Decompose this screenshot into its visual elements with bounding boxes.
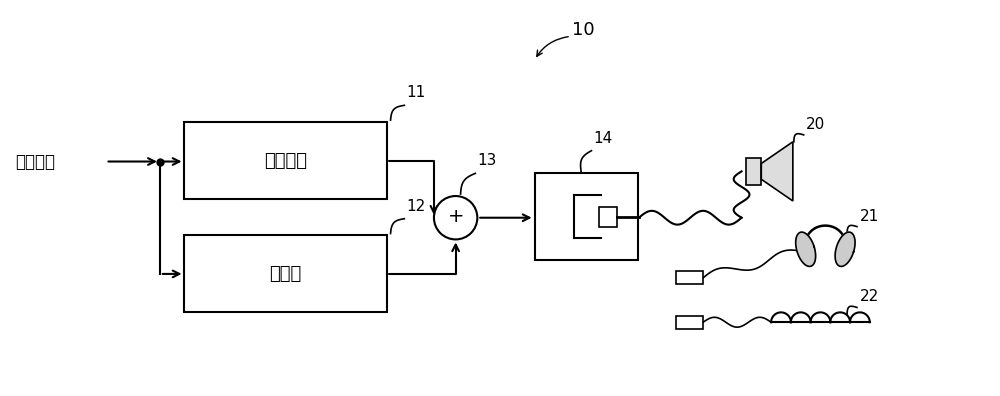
- Bar: [676, 316, 703, 329]
- Text: 11: 11: [406, 86, 426, 101]
- Bar: [184, 236, 387, 312]
- Bar: [676, 271, 703, 284]
- Polygon shape: [796, 232, 816, 267]
- Text: 13: 13: [477, 153, 497, 168]
- Polygon shape: [761, 142, 793, 201]
- Text: 22: 22: [860, 289, 879, 305]
- Polygon shape: [835, 232, 855, 267]
- Text: +: +: [447, 207, 464, 226]
- Bar: [599, 207, 617, 227]
- Text: 12: 12: [406, 199, 426, 214]
- Text: 调制部: 调制部: [269, 265, 302, 283]
- Text: 过采样部: 过采样部: [264, 152, 307, 169]
- Text: 10: 10: [572, 21, 595, 39]
- Text: 20: 20: [806, 117, 825, 132]
- Bar: [535, 173, 638, 260]
- Circle shape: [434, 196, 477, 240]
- Bar: [184, 122, 387, 199]
- Text: 14: 14: [593, 131, 613, 146]
- Text: 21: 21: [860, 209, 879, 224]
- Bar: [746, 158, 761, 185]
- Text: 音响信号: 音响信号: [15, 152, 55, 171]
